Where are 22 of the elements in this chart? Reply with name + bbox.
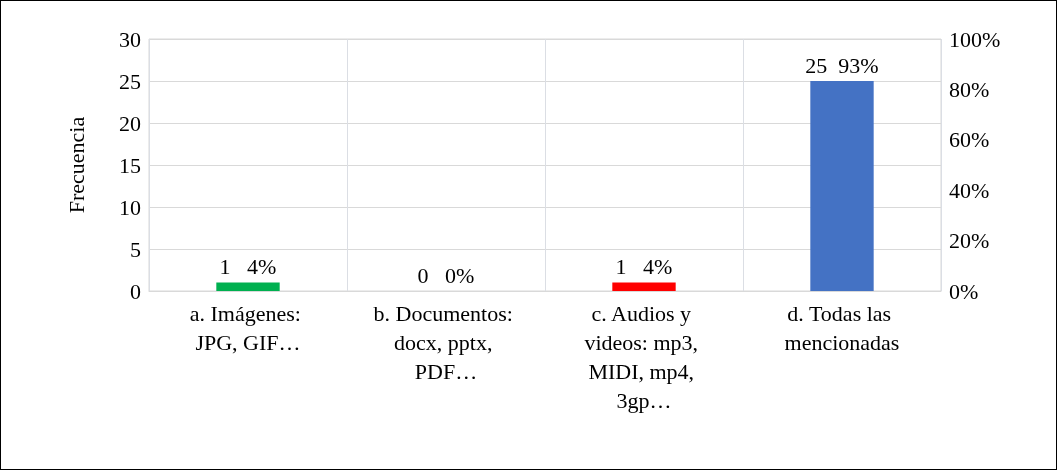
y-axis-title: Frecuencia bbox=[63, 116, 89, 214]
y-tick-label: 20 bbox=[119, 110, 141, 136]
data-label: 25 93% bbox=[805, 52, 879, 78]
y2-tick-label: 40% bbox=[949, 177, 990, 203]
y2-tick-label: 100% bbox=[949, 26, 1001, 52]
data-label: 1 4% bbox=[219, 254, 277, 280]
y-tick-label: 10 bbox=[119, 194, 141, 220]
x-tick-label: a. Imágenes: JPG, GIF… bbox=[189, 301, 307, 355]
y2-tick-label: 20% bbox=[949, 228, 990, 254]
y-tick-label: 0 bbox=[130, 278, 141, 304]
y-tick-label: 25 bbox=[119, 68, 141, 94]
y2-tick-label: 60% bbox=[949, 127, 990, 153]
x-tick-label: b. Documentos: docx, pptx, PDF… bbox=[373, 301, 519, 384]
data-label: 0 0% bbox=[417, 262, 475, 288]
y-tick-label: 15 bbox=[119, 152, 141, 178]
y2-tick-label: 0% bbox=[949, 278, 979, 304]
y-tick-label: 5 bbox=[130, 236, 141, 262]
y-tick-label: 30 bbox=[119, 26, 141, 52]
x-tick-label: d. Todas las mencionadas bbox=[784, 301, 900, 355]
x-tick-label: c. Audios y videos: mp3, MIDI, mp4, 3gp… bbox=[584, 301, 704, 413]
data-label: 1 4% bbox=[615, 254, 673, 280]
y2-tick-label: 80% bbox=[949, 76, 990, 102]
